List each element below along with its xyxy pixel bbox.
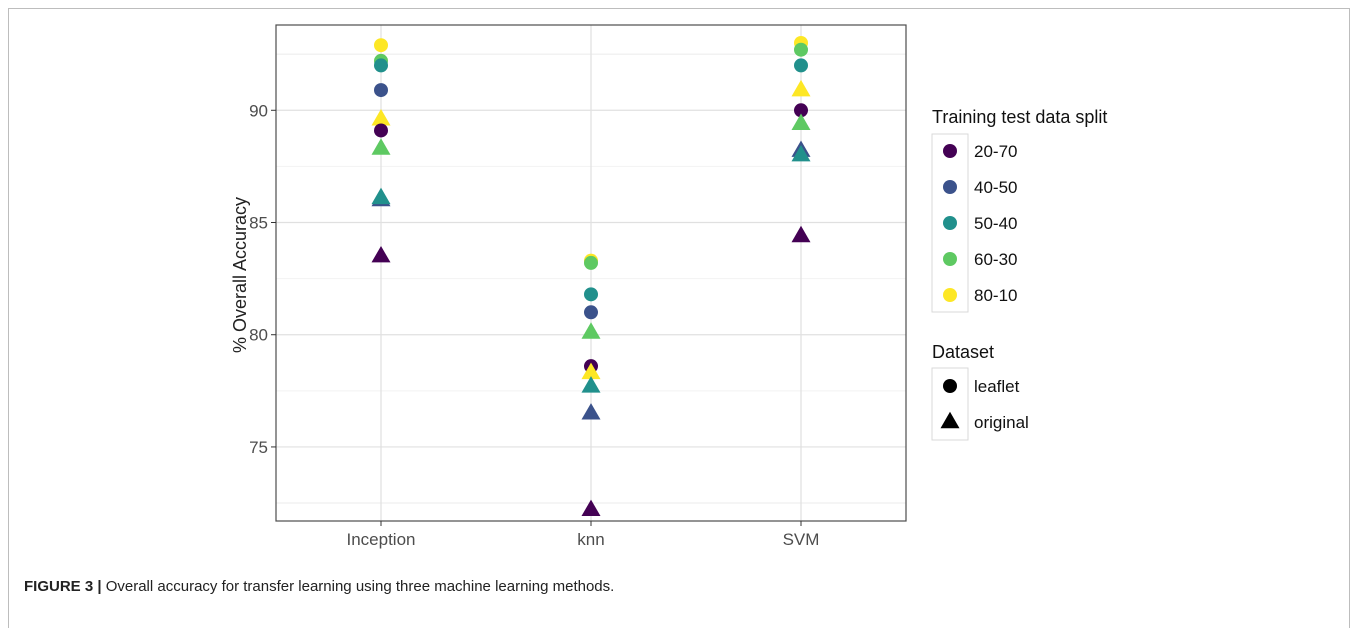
- shape-legend-title: Dataset: [932, 342, 994, 362]
- y-tick-label: 85: [249, 214, 268, 233]
- point-inception-80-10-original: [371, 109, 391, 126]
- legend-key-60-30: [943, 252, 957, 266]
- legend-label-50-40: 50-40: [974, 214, 1017, 233]
- figure-frame: [8, 8, 1350, 628]
- legend-key-original: [940, 411, 960, 429]
- x-axis-ticks: Inception knn SVM: [347, 521, 820, 549]
- figure-caption: FIGURE 3 | Overall accuracy for transfer…: [24, 578, 614, 595]
- point-svm-20-70-original: [791, 225, 811, 243]
- point-inception-20-70-original: [371, 245, 391, 263]
- point-knn-40-50-leaflet: [584, 305, 598, 320]
- point-knn-60-30-original: [581, 322, 601, 339]
- x-tick-label: knn: [577, 530, 604, 549]
- color-legend-title: Training test data split: [932, 107, 1107, 127]
- point-svm-60-30-original: [791, 113, 811, 131]
- point-knn-60-30-leaflet: [584, 255, 598, 270]
- point-inception-80-10-leaflet: [374, 38, 388, 53]
- legend-key-40-50: [943, 180, 957, 194]
- legend-label-original: original: [974, 413, 1029, 432]
- point-svm-20-70-leaflet: [794, 103, 808, 118]
- point-knn-50-40-leaflet: [584, 287, 598, 302]
- data-points: [371, 35, 811, 517]
- point-inception-60-30-original: [371, 138, 391, 155]
- y-tick-label: 75: [249, 438, 268, 457]
- x-tick-label: Inception: [347, 530, 416, 549]
- legend-label-40-50: 40-50: [974, 178, 1017, 197]
- color-legend-entries: 20-70 40-50 50-40 60-30 80-10: [943, 142, 1017, 305]
- y-tick-label: 90: [249, 101, 268, 120]
- point-svm-50-40-original: [791, 144, 811, 162]
- legend-key-50-40: [943, 216, 957, 230]
- legend-label-20-70: 20-70: [974, 142, 1017, 161]
- legend-key-leaflet: [943, 379, 957, 393]
- point-svm-50-40-leaflet: [794, 58, 808, 73]
- point-svm-80-10-original: [791, 79, 811, 97]
- y-axis-ticks: 75 80 85 90: [249, 101, 276, 457]
- legend-key-80-10: [943, 288, 957, 302]
- point-inception-40-50-leaflet: [374, 83, 388, 98]
- point-inception-50-40-leaflet: [374, 58, 388, 73]
- y-tick-label: 80: [249, 326, 268, 345]
- legend-key-20-70: [943, 144, 957, 158]
- grid-lines: [276, 25, 906, 521]
- legend-label-60-30: 60-30: [974, 250, 1017, 269]
- point-knn-40-50-original: [581, 403, 601, 420]
- point-inception-20-70-leaflet: [374, 123, 388, 138]
- legend-label-leaflet: leaflet: [974, 377, 1020, 396]
- point-knn-20-70-original: [581, 499, 601, 517]
- point-knn-80-10-original: [581, 362, 601, 380]
- caption-text: Overall accuracy for transfer learning u…: [101, 578, 615, 595]
- point-knn-50-40-original: [581, 376, 601, 393]
- shape-legend-entries: leaflet original: [940, 377, 1029, 432]
- point-svm-60-30-leaflet: [794, 42, 808, 57]
- x-tick-label: SVM: [783, 530, 820, 549]
- caption-label: FIGURE 3 |: [24, 578, 102, 595]
- point-inception-50-40-original: [371, 187, 391, 205]
- legend: Training test data split 20-70 40-50 50-40…: [931, 107, 1107, 441]
- accuracy-chart: 75 80 85 90 Inception knn SVM % Overall Accur…: [230, 24, 1107, 549]
- y-axis-title: % Overall Accuracy: [230, 197, 250, 353]
- legend-label-80-10: 80-10: [974, 286, 1017, 305]
- shape-legend-box: [931, 367, 969, 441]
